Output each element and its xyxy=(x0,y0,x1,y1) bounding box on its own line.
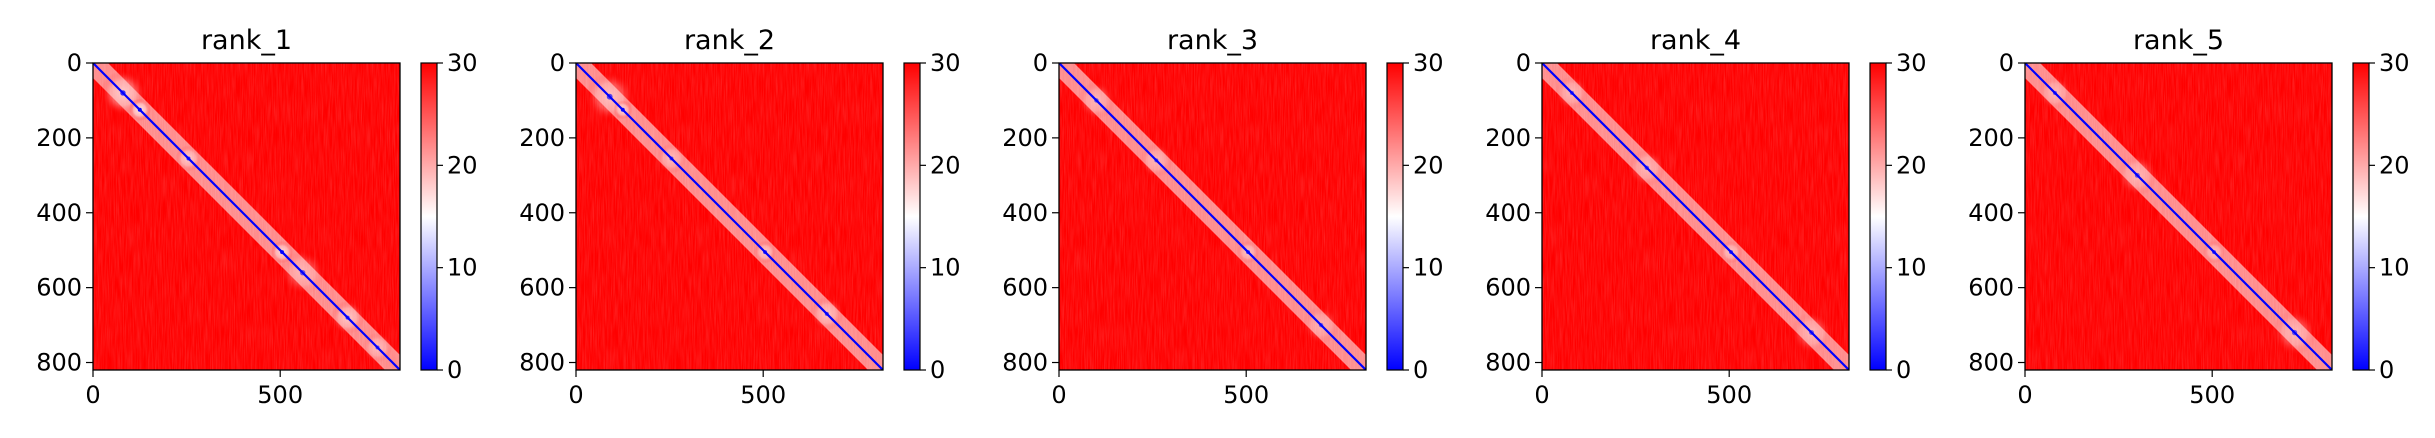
x-tick-label: 0 xyxy=(2017,381,2032,409)
diagonal-line xyxy=(576,63,883,370)
colorbar xyxy=(1869,62,1887,371)
x-tick-label: 0 xyxy=(1051,381,1066,409)
y-tick-label: 600 xyxy=(1485,274,1531,302)
heatmap-image xyxy=(1542,63,1849,370)
y-tick-label: 400 xyxy=(1485,199,1531,227)
x-tick-label: 0 xyxy=(85,381,100,409)
colorbar-tick-label: 0 xyxy=(447,356,462,384)
colorbar-tick-label: 30 xyxy=(1896,49,1927,77)
colorbar-tick-label: 20 xyxy=(2379,151,2410,179)
colorbar-tick-label: 10 xyxy=(2379,254,2410,282)
y-tick-label: 200 xyxy=(1002,124,1048,152)
x-tick-label: 500 xyxy=(2189,381,2235,409)
y-tick-label: 0 xyxy=(1033,49,1048,77)
colorbar-tick-label: 20 xyxy=(1896,151,1927,179)
x-tick-label: 0 xyxy=(568,381,583,409)
y-tick-label: 200 xyxy=(519,124,565,152)
axes-frame xyxy=(575,62,884,371)
y-tick-label: 800 xyxy=(1968,349,2014,377)
y-tick-label: 200 xyxy=(1485,124,1531,152)
colorbar-tick-label: 30 xyxy=(2379,49,2410,77)
colorbar-tick-label: 0 xyxy=(1896,356,1911,384)
x-tick-label: 0 xyxy=(1534,381,1549,409)
y-tick-label: 400 xyxy=(36,199,82,227)
colorbar-tick-label: 30 xyxy=(447,49,478,77)
colorbar-tick-label: 20 xyxy=(447,151,478,179)
colorbar-tick-label: 10 xyxy=(447,254,478,282)
panel-title: rank_3 xyxy=(1167,25,1258,56)
colorbar-tick-label: 0 xyxy=(930,356,945,384)
x-tick-label: 500 xyxy=(1223,381,1269,409)
y-tick-label: 600 xyxy=(519,274,565,302)
diagonal-line xyxy=(1059,63,1366,370)
y-tick-label: 800 xyxy=(519,349,565,377)
colorbar-tick-label: 30 xyxy=(1413,49,1444,77)
y-tick-label: 800 xyxy=(36,349,82,377)
diagonal-line xyxy=(1542,63,1849,370)
y-tick-label: 400 xyxy=(1002,199,1048,227)
y-tick-label: 0 xyxy=(1516,49,1531,77)
diagonal-line xyxy=(93,63,400,370)
y-tick-label: 600 xyxy=(1002,274,1048,302)
colorbar xyxy=(903,62,921,371)
colorbar-tick-label: 10 xyxy=(1413,254,1444,282)
heatmap-image xyxy=(2025,63,2332,370)
y-tick-label: 0 xyxy=(550,49,565,77)
axes-frame xyxy=(1058,62,1367,371)
heatmap-image xyxy=(1059,63,1366,370)
colorbar-tick-label: 30 xyxy=(930,49,961,77)
heatmap-image xyxy=(576,63,883,370)
y-tick-label: 0 xyxy=(1999,49,2014,77)
heatmap-image xyxy=(93,63,400,370)
y-tick-label: 200 xyxy=(1968,124,2014,152)
y-tick-label: 400 xyxy=(519,199,565,227)
colorbar xyxy=(1386,62,1404,371)
panel-title: rank_1 xyxy=(201,25,292,56)
y-tick-label: 800 xyxy=(1485,349,1531,377)
colorbar-tick-label: 20 xyxy=(930,151,961,179)
colorbar-tick-label: 20 xyxy=(1413,151,1444,179)
diagonal-line xyxy=(2025,63,2332,370)
panel-title: rank_2 xyxy=(684,25,775,56)
panel-title: rank_4 xyxy=(1650,25,1741,56)
colorbar-tick-label: 10 xyxy=(930,254,961,282)
axes-frame xyxy=(2024,62,2333,371)
y-tick-label: 800 xyxy=(1002,349,1048,377)
y-tick-label: 600 xyxy=(1968,274,2014,302)
colorbar xyxy=(420,62,438,371)
x-tick-label: 500 xyxy=(257,381,303,409)
axes-frame xyxy=(1541,62,1850,371)
x-tick-label: 500 xyxy=(1706,381,1752,409)
y-tick-label: 200 xyxy=(36,124,82,152)
y-tick-label: 0 xyxy=(67,49,82,77)
axes-frame xyxy=(92,62,401,371)
x-tick-label: 500 xyxy=(740,381,786,409)
y-tick-label: 600 xyxy=(36,274,82,302)
y-tick-label: 400 xyxy=(1968,199,2014,227)
colorbar xyxy=(2352,62,2370,371)
colorbar-tick-label: 10 xyxy=(1896,254,1927,282)
colorbar-tick-label: 0 xyxy=(2379,356,2394,384)
panel-title: rank_5 xyxy=(2133,25,2224,56)
colorbar-tick-label: 0 xyxy=(1413,356,1428,384)
